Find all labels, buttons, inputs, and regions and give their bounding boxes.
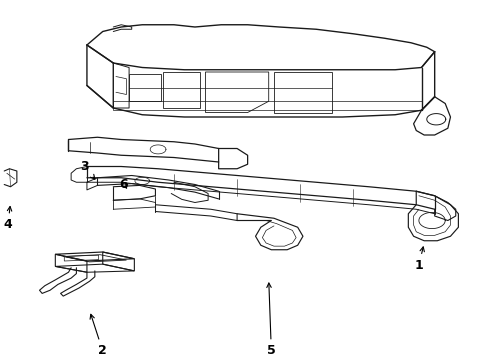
Text: 6: 6 bbox=[120, 178, 128, 191]
Text: 3: 3 bbox=[80, 160, 95, 179]
Text: 2: 2 bbox=[90, 314, 107, 357]
Text: 4: 4 bbox=[3, 207, 12, 231]
Text: 5: 5 bbox=[267, 283, 276, 357]
Text: 1: 1 bbox=[415, 247, 424, 272]
